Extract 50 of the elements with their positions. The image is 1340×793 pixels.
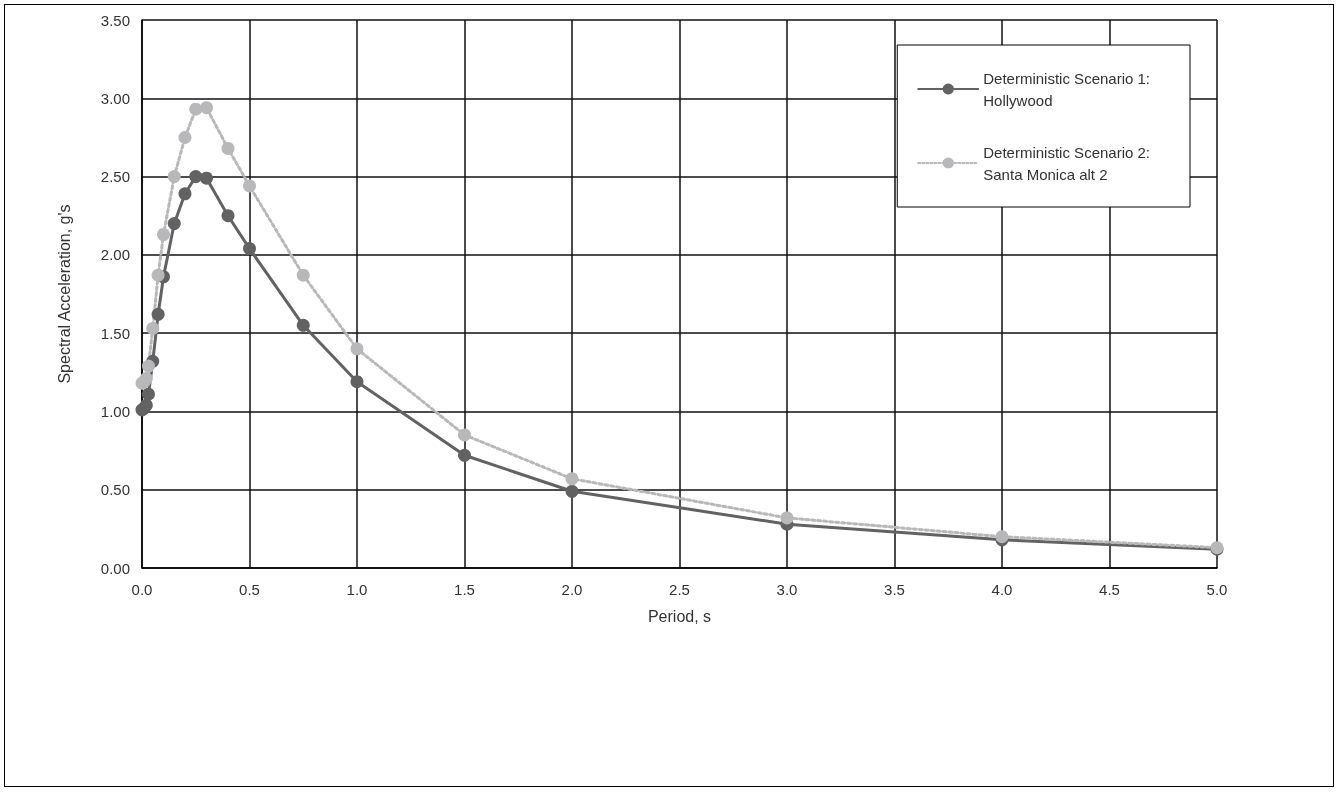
point [296,318,310,332]
point [167,217,181,231]
x-tick-label: 2.5 [669,581,690,598]
point [167,170,181,184]
point [151,268,165,282]
point [151,307,165,321]
y-tick-label: 3.00 [100,89,130,107]
point [243,242,256,256]
point [296,268,310,282]
point [350,342,364,356]
point [200,101,213,115]
point [458,448,471,462]
legend-label: Deterministic Scenario 2: Santa Monica alt 2 [983,143,1151,183]
point [780,511,794,525]
y-tick-label: 1.50 [100,324,130,342]
point [458,428,471,442]
point [178,187,192,201]
y-tick-label: 0.50 [100,481,130,499]
y-tick-label: 3.50 [100,11,130,29]
point [350,375,364,389]
point [157,228,170,241]
point [146,321,160,335]
point [565,472,579,486]
y-tick-label: 2.00 [100,246,130,264]
point [189,170,203,184]
x-tick-label: 0.0 [131,581,153,598]
legend-label: Deterministic Scenario 1: Hollywood [983,69,1151,109]
point [243,179,256,193]
point [565,484,579,498]
x-tick-label: 5.0 [1206,581,1228,598]
point [141,387,155,401]
x-axis-title: Period, s [647,607,712,625]
point [221,141,235,155]
point [178,130,192,144]
y-tick-label: 0.00 [100,559,130,577]
x-tick-label: 2.0 [561,581,583,598]
y-tick-label: 1.00 [100,402,130,420]
x-tick-label: 1.5 [454,581,475,598]
x-tick-label: 0.5 [239,581,260,598]
point [221,209,235,223]
y-axis-title: Spectral Acceleration, g's [55,204,73,384]
x-tick-label: 4.5 [1099,581,1120,598]
x-tick-label: 3.5 [884,581,905,598]
x-tick-label: 4.0 [991,581,1013,598]
point [141,359,155,373]
point [200,171,213,185]
x-tick-label: 3.0 [776,581,798,598]
x-tick-label: 1.0 [346,581,368,598]
y-tick-label: 2.50 [100,168,130,186]
point [189,102,203,116]
